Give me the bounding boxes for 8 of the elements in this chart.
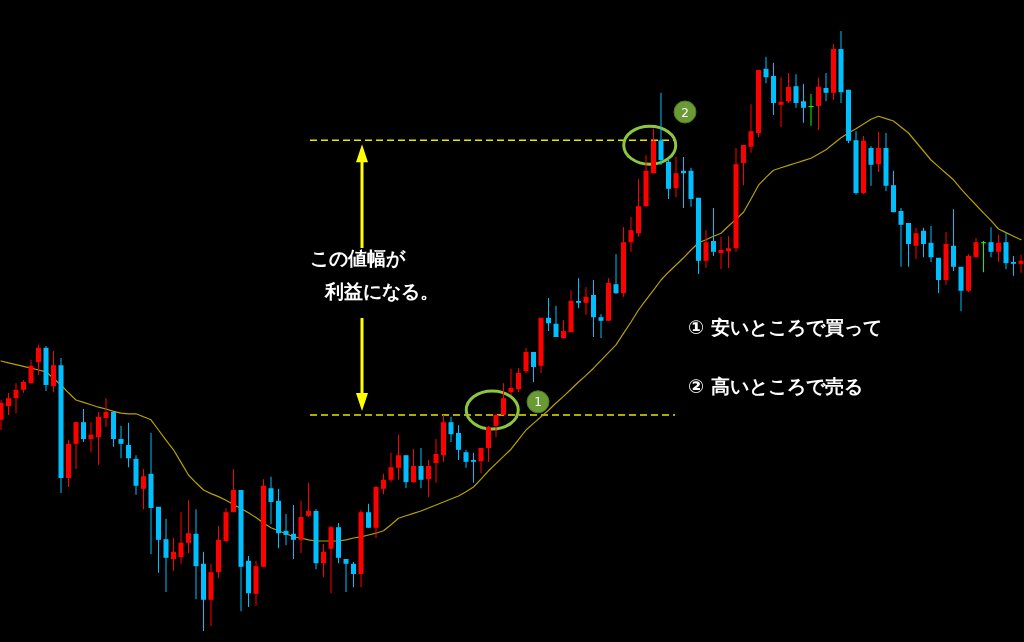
badge: 2 — [673, 100, 697, 124]
badge: 1 — [526, 390, 550, 414]
annotation: 利益になる。 — [324, 280, 439, 302]
annotation: ① 安いところで買って — [688, 316, 882, 338]
annotation: ② 高いところで売る — [688, 375, 863, 397]
annotation: この値幅が — [310, 247, 406, 269]
annotation: 1 — [534, 395, 542, 410]
annotation: 2 — [681, 105, 689, 120]
